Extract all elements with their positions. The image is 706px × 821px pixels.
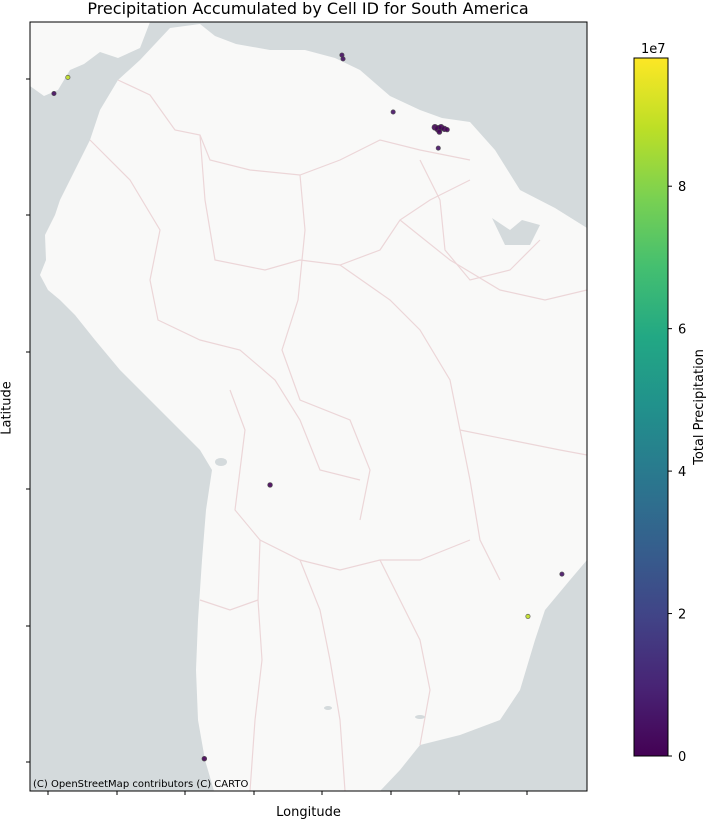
- colorbar-exponent: 1e7: [641, 42, 666, 57]
- basemap: [30, 22, 587, 791]
- data-point: [65, 74, 71, 80]
- data-point: [267, 482, 273, 488]
- axes-frame: [29, 21, 588, 792]
- data-point: [444, 127, 450, 133]
- chart-title: Precipitation Accumulated by Cell ID for…: [87, 0, 529, 18]
- map-attribution: (C) OpenStreetMap contributors (C) CARTO: [33, 779, 248, 790]
- x-ticks: [47, 791, 528, 795]
- colorbar: 0 2 4 6 8 1e7 Total Precipitation: [633, 42, 706, 765]
- colorbar-tick-label: 2: [678, 608, 686, 623]
- colorbar-ticks: 0 2 4 6 8: [668, 180, 686, 765]
- data-point: [435, 145, 441, 151]
- colorbar-tick-label: 0: [678, 750, 686, 765]
- data-point: [201, 756, 208, 762]
- colorbar-tick-label: 8: [678, 180, 686, 195]
- colorbar-tick-label: 4: [678, 465, 686, 480]
- scatter-points: [51, 52, 565, 762]
- data-point: [436, 129, 443, 135]
- data-point: [51, 91, 57, 97]
- colorbar-gradient: [633, 57, 669, 757]
- data-point: [390, 109, 396, 115]
- colorbar-tick-label: 6: [678, 323, 686, 338]
- y-ticks: [26, 78, 30, 763]
- colorbar-label: Total Precipitation: [692, 349, 706, 466]
- data-point: [525, 613, 531, 619]
- data-point: [559, 571, 565, 577]
- data-point: [340, 56, 346, 62]
- x-axis-label: Longitude: [276, 805, 341, 820]
